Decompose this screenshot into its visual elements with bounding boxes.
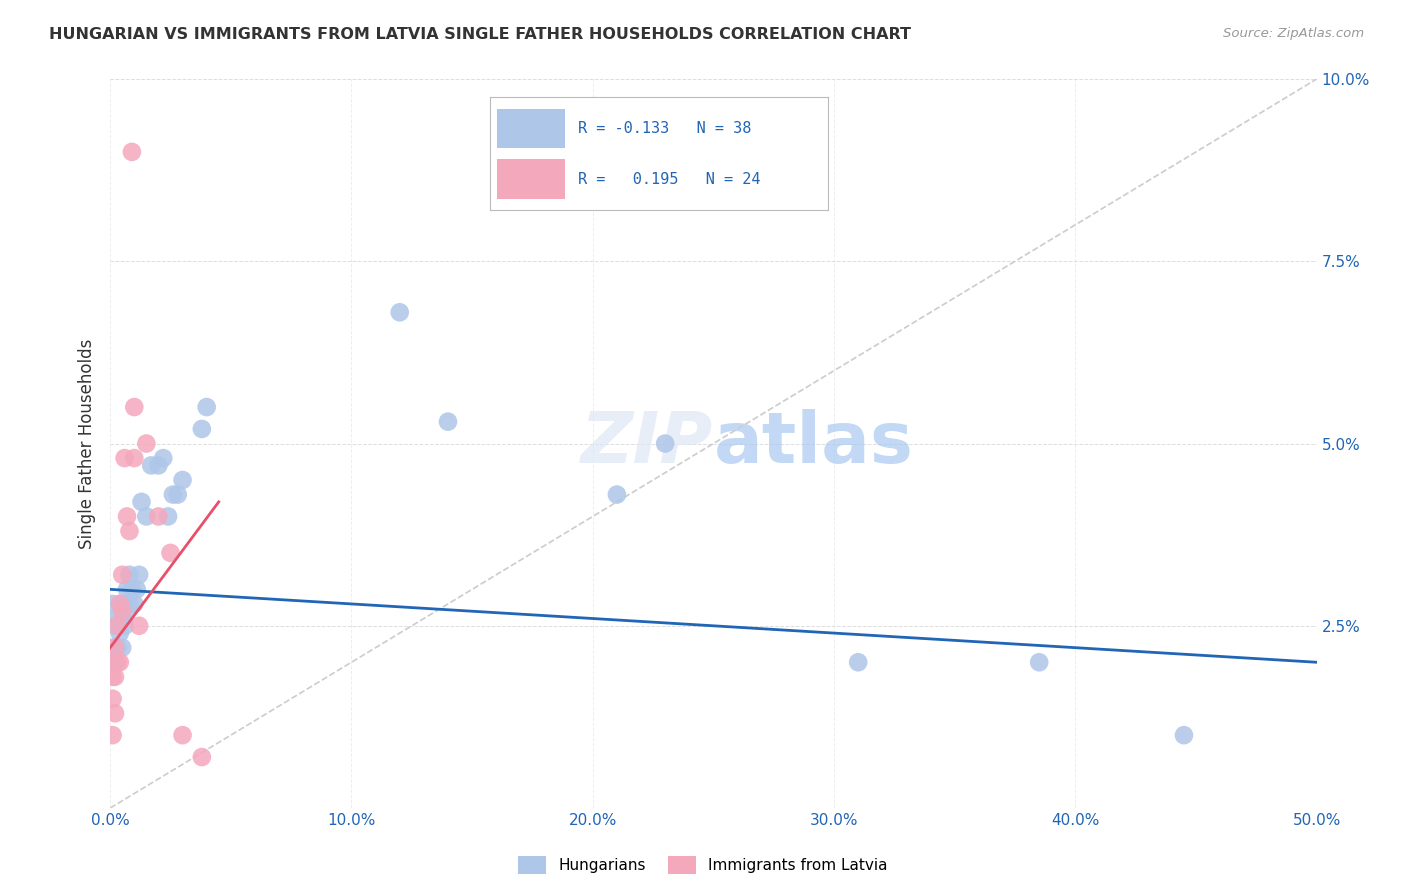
Point [104,619,127,633]
Point [159,546,181,560]
Point [191,422,214,436]
Point [135,436,157,450]
Point [114,451,136,466]
Point [108,597,131,611]
Point [118,567,141,582]
Point [101,728,124,742]
Point [105,611,128,625]
Point [1028,655,1050,669]
Text: HUNGARIAN VS IMMIGRANTS FROM LATVIA SINGLE FATHER HOUSEHOLDS CORRELATION CHART: HUNGARIAN VS IMMIGRANTS FROM LATVIA SING… [49,27,911,42]
Legend: Hungarians, Immigrants from Latvia: Hungarians, Immigrants from Latvia [512,850,894,880]
Point [118,597,141,611]
Point [128,567,150,582]
Text: Source: ZipAtlas.com: Source: ZipAtlas.com [1223,27,1364,40]
Point [105,655,128,669]
Point [114,619,136,633]
Point [141,458,163,473]
Point [111,640,134,655]
Point [104,640,127,655]
Point [105,619,128,633]
Point [148,509,170,524]
Text: ZIP: ZIP [581,409,713,478]
Point [101,670,124,684]
Point [388,305,411,319]
Point [115,509,138,524]
Point [104,670,127,684]
Point [125,582,148,597]
Point [104,706,127,721]
Point [101,597,124,611]
Point [121,582,143,597]
Point [148,458,170,473]
Point [131,495,153,509]
Point [162,487,184,501]
Point [111,604,134,618]
Point [101,640,124,655]
Point [152,451,174,466]
Point [128,619,150,633]
Point [654,436,676,450]
Point [172,728,194,742]
Point [124,451,146,466]
Point [606,487,628,501]
Point [118,524,141,538]
Point [195,400,218,414]
Point [114,597,136,611]
Point [101,691,124,706]
Point [437,415,460,429]
Point [104,655,127,669]
Point [111,611,134,625]
Point [115,582,138,597]
Text: atlas: atlas [713,409,914,478]
Point [166,487,188,501]
Point [108,597,131,611]
Point [157,509,180,524]
Point [121,145,143,159]
Point [105,640,128,655]
Point [135,509,157,524]
Point [124,597,146,611]
Point [111,567,134,582]
Y-axis label: Single Father Households: Single Father Households [79,338,96,549]
Point [172,473,194,487]
Point [115,604,138,618]
Point [108,626,131,640]
Point [846,655,869,669]
Point [1173,728,1195,742]
Point [124,400,146,414]
Point [191,750,214,764]
Point [108,655,131,669]
